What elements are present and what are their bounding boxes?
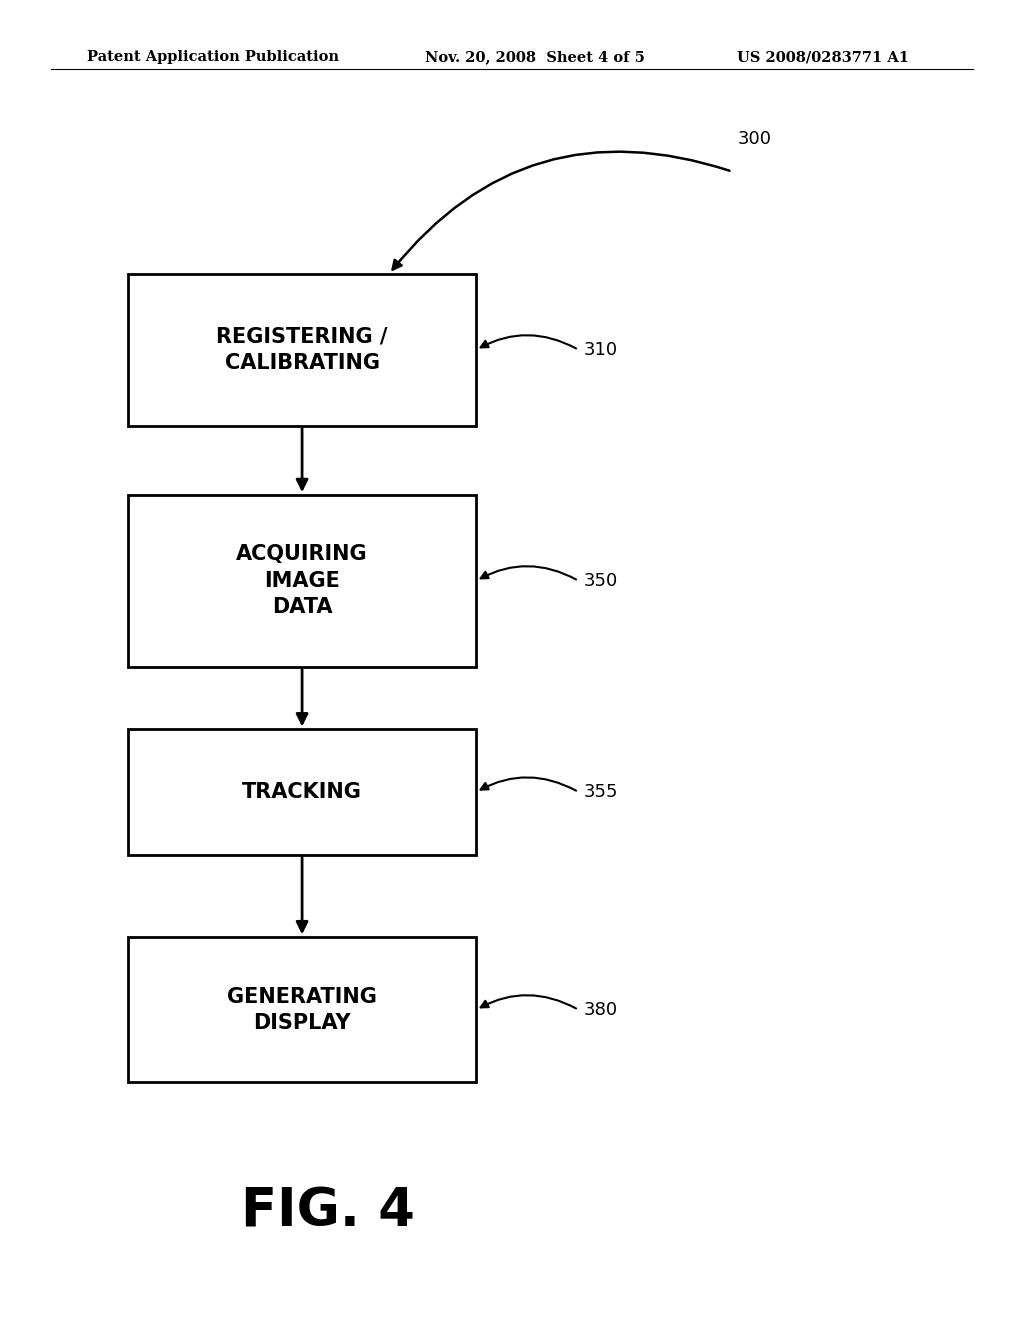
- Text: TRACKING: TRACKING: [242, 781, 362, 803]
- Text: FIG. 4: FIG. 4: [241, 1185, 415, 1238]
- Text: 310: 310: [584, 341, 617, 359]
- Text: Nov. 20, 2008  Sheet 4 of 5: Nov. 20, 2008 Sheet 4 of 5: [425, 50, 645, 65]
- Text: REGISTERING /
CALIBRATING: REGISTERING / CALIBRATING: [216, 326, 388, 374]
- Bar: [128, 275, 476, 425]
- Text: 380: 380: [584, 1001, 617, 1019]
- Text: 300: 300: [737, 129, 771, 148]
- Text: 355: 355: [584, 783, 618, 801]
- Bar: [128, 495, 476, 667]
- Text: 350: 350: [584, 572, 617, 590]
- Text: GENERATING
DISPLAY: GENERATING DISPLAY: [227, 986, 377, 1034]
- Text: ACQUIRING
IMAGE
DATA: ACQUIRING IMAGE DATA: [237, 544, 368, 618]
- Text: Patent Application Publication: Patent Application Publication: [87, 50, 339, 65]
- Bar: [128, 937, 476, 1082]
- Bar: [128, 729, 476, 855]
- Text: US 2008/0283771 A1: US 2008/0283771 A1: [737, 50, 909, 65]
